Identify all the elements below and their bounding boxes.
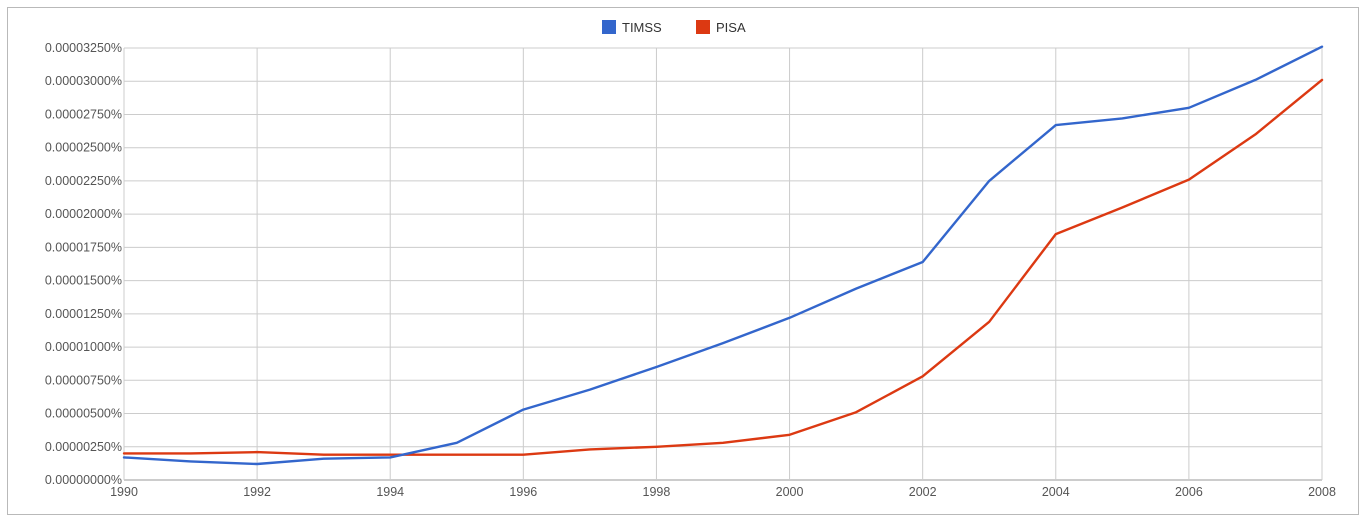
grid-lines	[123, 47, 1323, 481]
x-tick-label: 1990	[110, 485, 138, 499]
chart-frame	[7, 7, 1359, 515]
y-tick-label: 0.00001500%	[45, 274, 122, 288]
series-line-pisa	[122, 78, 1324, 456]
x-tick-label: 1994	[376, 485, 404, 499]
y-axis-ticks: 0.00000000% 0.00000250% 0.00000500% 0.00000…	[45, 41, 122, 487]
legend: TIMSS PISA	[602, 20, 746, 35]
y-tick-label: 0.00001750%	[45, 240, 122, 254]
y-tick-label: 0.00003000%	[45, 74, 122, 88]
y-tick-label: 0.00000750%	[45, 373, 122, 387]
x-tick-label: 2002	[909, 485, 937, 499]
y-tick-label: 0.00002250%	[45, 174, 122, 188]
y-tick-label: 0.00002000%	[45, 207, 122, 221]
y-tick-label: 0.00002750%	[45, 107, 122, 121]
x-tick-label: 2006	[1175, 485, 1203, 499]
x-tick-label: 2000	[776, 485, 804, 499]
y-tick-label: 0.00003250%	[45, 41, 122, 55]
series-line-timss	[122, 45, 1324, 466]
series-lines	[122, 45, 1324, 466]
y-tick-label: 0.00000500%	[45, 407, 122, 421]
legend-swatch-timss	[602, 20, 616, 34]
x-tick-label: 2004	[1042, 485, 1070, 499]
x-tick-label: 2008	[1308, 485, 1336, 499]
y-tick-label: 0.00001250%	[45, 307, 122, 321]
legend-swatch-pisa	[696, 20, 710, 34]
legend-label-pisa: PISA	[716, 20, 746, 35]
x-tick-label: 1998	[643, 485, 671, 499]
x-axis-ticks: 1990 1992 1994 1996 1998 2000 2002 2004 2006 2008	[110, 485, 1336, 499]
y-tick-label: 0.00000250%	[45, 440, 122, 454]
legend-label-timss: TIMSS	[622, 20, 662, 35]
y-tick-label: 0.00000000%	[45, 473, 122, 487]
y-tick-label: 0.00002500%	[45, 141, 122, 155]
x-tick-label: 1996	[509, 485, 537, 499]
y-tick-label: 0.00001000%	[45, 340, 122, 354]
x-tick-label: 1992	[243, 485, 271, 499]
